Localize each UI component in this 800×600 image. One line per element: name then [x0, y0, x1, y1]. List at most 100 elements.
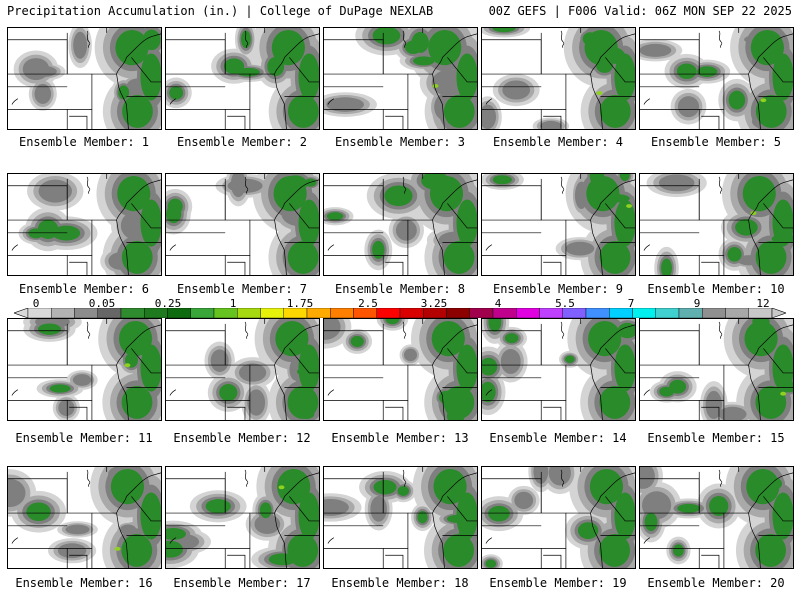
precip-map — [482, 174, 635, 275]
colorbar-swatch — [237, 308, 261, 318]
precip-map — [640, 467, 793, 568]
colorbar-right-arrow — [771, 308, 786, 318]
map-panel — [165, 27, 320, 130]
member-caption: Ensemble Member: 15 — [647, 431, 785, 445]
colorbar-swatch — [120, 308, 145, 318]
member-caption: Ensemble Member: 11 — [15, 431, 153, 445]
colorbar-tick-label: 0 — [32, 297, 40, 310]
map-panel — [639, 173, 794, 276]
colorbar — [14, 308, 786, 318]
precip-map — [640, 28, 793, 129]
precip-map — [166, 174, 319, 275]
colorbar-tick-label: 1 — [229, 297, 237, 310]
precip-map — [8, 174, 161, 275]
colorbar-tick-label: 9 — [693, 297, 701, 310]
member-caption: Ensemble Member: 17 — [173, 576, 311, 590]
colorbar-swatch — [539, 308, 563, 318]
colorbar-swatch — [167, 308, 191, 318]
colorbar-swatch — [190, 308, 215, 318]
colorbar-tick-label: 5.5 — [555, 297, 575, 310]
colorbar-swatch — [353, 308, 377, 318]
precip-map — [8, 467, 161, 568]
colorbar-tick-label: 1.75 — [286, 297, 314, 310]
colorbar-swatch — [678, 308, 703, 318]
colorbar-swatch — [283, 308, 308, 318]
map-panel — [7, 173, 162, 276]
map-panel — [165, 466, 320, 569]
map-panel — [323, 466, 478, 569]
member-caption: Ensemble Member: 14 — [489, 431, 627, 445]
colorbar-swatch — [585, 308, 610, 318]
map-panel — [639, 466, 794, 569]
colorbar-swatch — [144, 308, 168, 318]
precip-map — [166, 28, 319, 129]
colorbar-tick-label: 0.25 — [154, 297, 182, 310]
precip-map — [8, 28, 161, 129]
colorbar-swatch — [702, 308, 726, 318]
colorbar-swatch — [306, 308, 331, 318]
member-caption: Ensemble Member: 3 — [334, 135, 466, 149]
precip-map — [482, 28, 635, 129]
colorbar-swatch — [469, 308, 494, 318]
map-panel — [323, 173, 478, 276]
colorbar-swatch — [97, 308, 122, 318]
precip-map — [166, 467, 319, 568]
member-caption: Ensemble Member: 2 — [176, 135, 308, 149]
map-panel — [7, 27, 162, 130]
page-title: Precipitation Accumulation (in.) | Colle… — [7, 4, 434, 18]
colorbar-labels: 0 0.05 0.25 1 1.75 2.5 3.25 4 5.5 7 9 12 — [0, 297, 800, 310]
member-caption: Ensemble Member: 5 — [650, 135, 782, 149]
colorbar-swatch — [213, 308, 238, 318]
colorbar-swatch — [725, 308, 749, 318]
map-panel — [7, 466, 162, 569]
member-caption: Ensemble Member: 13 — [331, 431, 469, 445]
colorbar-swatch — [423, 308, 447, 318]
map-panel — [323, 318, 478, 421]
member-caption: Ensemble Member: 20 — [647, 576, 785, 590]
colorbar-swatch — [516, 308, 540, 318]
map-panel — [165, 173, 320, 276]
map-panel — [323, 27, 478, 130]
colorbar-swatch — [399, 308, 424, 318]
precip-map — [482, 319, 635, 420]
member-caption: Ensemble Member: 6 — [18, 282, 150, 296]
precip-map — [8, 319, 161, 420]
member-caption: Ensemble Member: 8 — [334, 282, 466, 296]
colorbar-tick-label: 2.5 — [358, 297, 378, 310]
member-caption: Ensemble Member: 7 — [176, 282, 308, 296]
member-caption: Ensemble Member: 16 — [15, 576, 153, 590]
colorbar-swatch — [655, 308, 680, 318]
map-panel — [639, 27, 794, 130]
colorbar-tick-label: 0.05 — [88, 297, 116, 310]
member-caption: Ensemble Member: 10 — [647, 282, 785, 296]
colorbar-tick-label: 12 — [756, 297, 770, 310]
colorbar-swatch — [446, 308, 470, 318]
member-caption: Ensemble Member: 19 — [489, 576, 627, 590]
colorbar-swatch — [51, 308, 75, 318]
colorbar-swatch — [748, 308, 773, 318]
colorbar-swatch — [562, 308, 587, 318]
map-panel — [165, 318, 320, 421]
member-caption: Ensemble Member: 12 — [173, 431, 311, 445]
precip-map — [482, 467, 635, 568]
map-panel — [481, 173, 636, 276]
colorbar-swatch — [74, 308, 98, 318]
precip-map — [166, 319, 319, 420]
member-caption: Ensemble Member: 1 — [18, 135, 150, 149]
member-caption: Ensemble Member: 18 — [331, 576, 469, 590]
map-panel — [481, 318, 636, 421]
valid-time: 00Z GEFS | F006 Valid: 06Z MON SEP 22 20… — [488, 4, 792, 18]
member-caption: Ensemble Member: 9 — [492, 282, 624, 296]
precip-map — [324, 319, 477, 420]
precip-map — [640, 319, 793, 420]
member-caption: Ensemble Member: 4 — [492, 135, 624, 149]
colorbar-swatch — [376, 308, 401, 318]
precip-map — [640, 174, 793, 275]
colorbar-tick-label: 4 — [494, 297, 502, 310]
colorbar-tick-label: 3.25 — [420, 297, 448, 310]
map-panel — [639, 318, 794, 421]
colorbar-swatch — [609, 308, 633, 318]
precip-map — [324, 467, 477, 568]
colorbar-left-arrow — [14, 308, 29, 318]
colorbar-tick-label: 7 — [627, 297, 635, 310]
